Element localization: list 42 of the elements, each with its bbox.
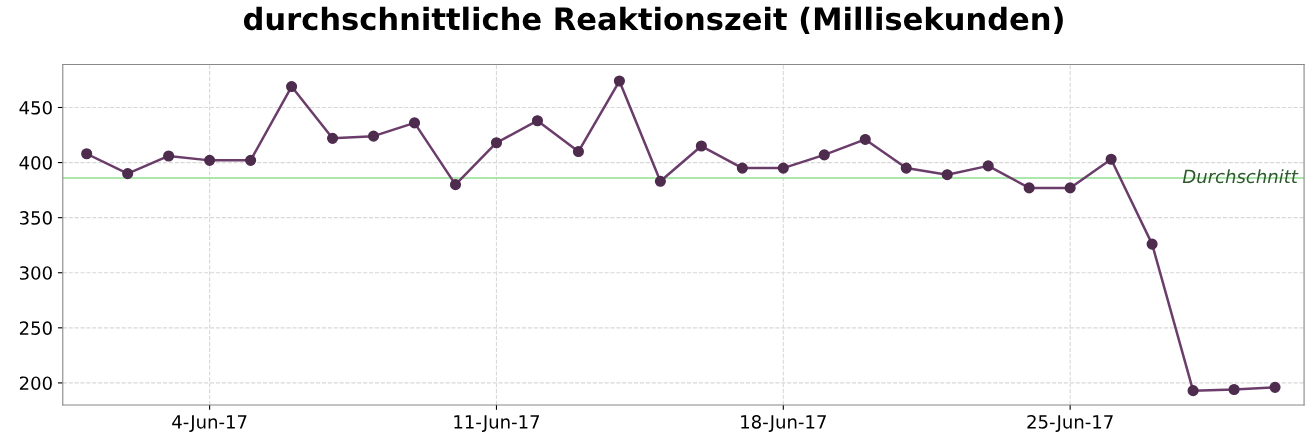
point (367, 130, 380, 142)
y-tick-label: 350 (19, 211, 52, 225)
point (1105, 153, 1117, 165)
point (572, 146, 584, 158)
point (859, 133, 871, 145)
y-tick-label: 450 (19, 100, 52, 115)
point (613, 75, 625, 87)
point (695, 140, 707, 152)
x-tick-label: 4-Jun-17 (172, 415, 247, 433)
point (1187, 385, 1199, 397)
point (941, 169, 953, 181)
point (777, 162, 789, 174)
point (1228, 383, 1240, 396)
point (1023, 182, 1035, 194)
point (1146, 238, 1158, 250)
point (81, 148, 93, 160)
point (1269, 381, 1281, 393)
point (286, 81, 298, 93)
point (326, 132, 339, 144)
point (654, 175, 666, 187)
point (1064, 182, 1076, 194)
chart-title: durchschnittliche Reaktionszeit (Millisekunden) (243, 6, 1063, 34)
point (163, 150, 175, 162)
y-tick-label: 250 (19, 321, 52, 335)
x-tick-label: 11-Jun-17 (454, 415, 540, 433)
point (531, 115, 544, 127)
point (204, 154, 216, 166)
point (449, 179, 462, 191)
point (490, 137, 503, 149)
y-tick-label: 300 (19, 266, 52, 280)
point (736, 162, 748, 174)
y-tick-label: 400 (19, 156, 52, 170)
y-tick-label: 200 (19, 376, 52, 391)
point (818, 149, 830, 161)
point (245, 154, 257, 166)
x-tick-label: 18-Jun-17 (741, 414, 826, 433)
point (900, 162, 912, 174)
point (408, 117, 421, 129)
ref-line-label: Durchschnitt (1182, 169, 1299, 184)
point (122, 168, 134, 180)
x-tick-label: 25-Jun-17 (1027, 414, 1113, 433)
point (982, 160, 994, 172)
